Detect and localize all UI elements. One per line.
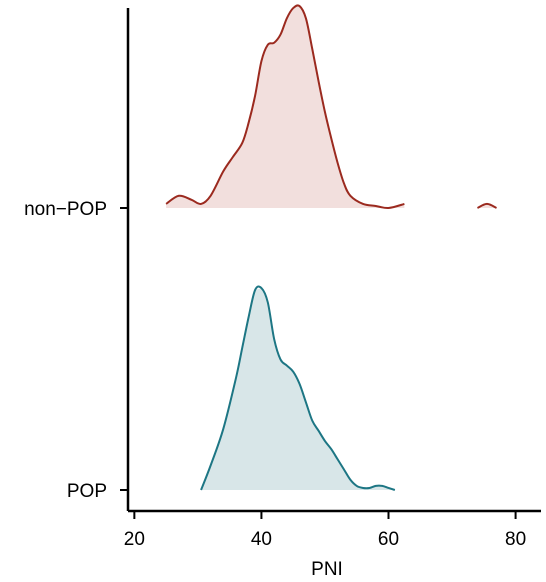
x-axis-title: PNI <box>311 559 343 580</box>
x-tick-label-40: 40 <box>251 529 272 550</box>
x-tick-label-60: 60 <box>378 529 399 550</box>
density-fill-1 <box>477 203 497 208</box>
density-line-1 <box>477 202 497 209</box>
x-tick-label-80: 80 <box>505 529 526 550</box>
density-fill-2 <box>201 288 395 490</box>
x-tick-label-20: 20 <box>124 529 145 550</box>
y-tick-label-POP: POP <box>67 481 107 502</box>
density-fill-0 <box>166 6 405 209</box>
y-tick-label-non−POP: non−POP <box>24 199 107 220</box>
x-axis-ticks: 20 40 60 80 <box>124 511 526 550</box>
y-axis-ticks: POP non−POP <box>24 199 128 502</box>
density-line-0 <box>165 4 405 210</box>
plot-area <box>165 4 497 491</box>
density-line-2 <box>200 285 396 491</box>
